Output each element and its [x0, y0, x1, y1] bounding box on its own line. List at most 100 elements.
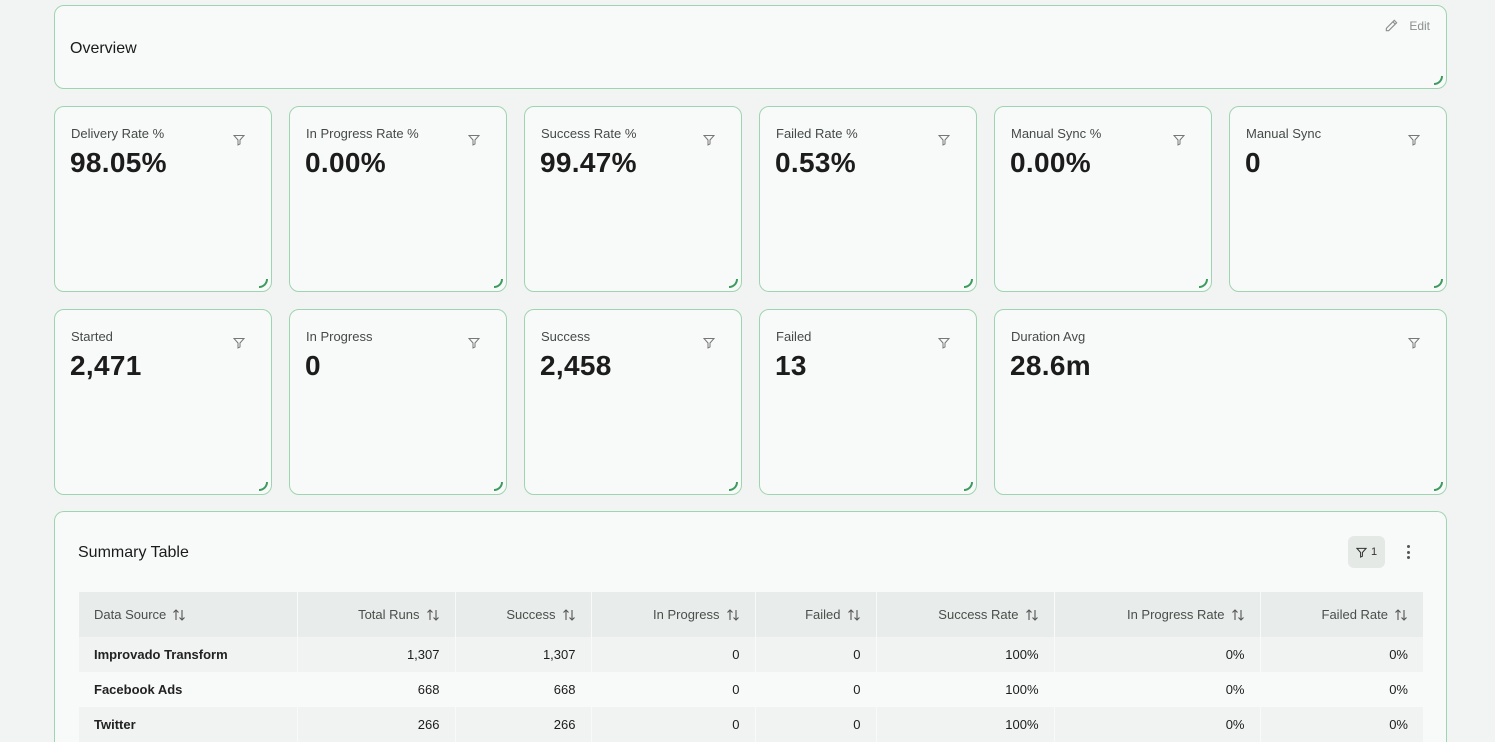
column-header-in-progress[interactable]: In Progress: [591, 592, 756, 637]
resize-handle[interactable]: [259, 279, 268, 288]
column-label: In Progress Rate: [1126, 606, 1225, 622]
column-label: Total Runs: [358, 606, 420, 622]
table-row[interactable]: Facebook Ads 668 668 0 0 100% 0% 0%: [79, 672, 1424, 707]
column-header-failed[interactable]: Failed: [755, 592, 877, 637]
cell-failed: 0: [755, 707, 877, 742]
cell-data-source: Twitter: [79, 707, 298, 742]
metric-card-manual-sync: Manual Sync 0: [1229, 106, 1447, 292]
table-header-row: Data Source Total Runs Success In Progre…: [79, 592, 1424, 637]
filter-icon[interactable]: [1408, 134, 1420, 146]
filter-icon[interactable]: [1173, 134, 1185, 146]
resize-handle[interactable]: [964, 279, 973, 288]
resize-handle[interactable]: [1199, 279, 1208, 288]
overview-title: Overview: [70, 40, 137, 57]
sort-arrows-icon[interactable]: [1231, 608, 1245, 622]
more-vertical-icon[interactable]: [1400, 542, 1416, 562]
filter-icon[interactable]: [468, 134, 480, 146]
metric-label: Failed Rate %: [776, 126, 858, 141]
cell-data-source: Facebook Ads: [79, 672, 298, 707]
metric-label: Manual Sync %: [1011, 126, 1102, 141]
metric-value: 2,471: [70, 350, 142, 381]
metric-card-failed-rate: Failed Rate % 0.53%: [759, 106, 977, 292]
column-label: Success Rate: [938, 606, 1019, 622]
resize-handle[interactable]: [964, 482, 973, 491]
metric-label: Duration Avg: [1011, 329, 1086, 344]
summary-table: Data Source Total Runs Success In Progre…: [79, 592, 1424, 742]
column-label: Failed: [805, 606, 841, 622]
metric-card-delivery-rate: Delivery Rate % 98.05%: [54, 106, 272, 292]
cell-in-progress-rate: 0%: [1054, 672, 1261, 707]
resize-handle[interactable]: [729, 279, 738, 288]
filter-count: 1: [1370, 546, 1378, 558]
column-header-in-progress-rate[interactable]: In Progress Rate: [1054, 592, 1261, 637]
column-header-failed-rate[interactable]: Failed Rate: [1260, 592, 1424, 637]
filter-icon[interactable]: [1408, 337, 1420, 349]
filter-icon[interactable]: [468, 337, 480, 349]
cell-success: 1,307: [455, 637, 592, 672]
column-header-success[interactable]: Success: [455, 592, 592, 637]
column-header-data-source[interactable]: Data Source: [79, 592, 298, 637]
sort-arrows-icon[interactable]: [172, 608, 186, 622]
metric-label: Success: [541, 329, 591, 344]
table-filter-button[interactable]: 1: [1348, 536, 1385, 568]
table-row[interactable]: Twitter 266 266 0 0 100% 0% 0%: [79, 707, 1424, 742]
resize-handle[interactable]: [1434, 76, 1443, 85]
overview-card: Overview Edit: [54, 5, 1447, 89]
table-row[interactable]: Improvado Transform 1,307 1,307 0 0 100%…: [79, 637, 1424, 672]
edit-button[interactable]: Edit: [1384, 18, 1430, 33]
resize-handle[interactable]: [494, 279, 503, 288]
column-label: Data Source: [94, 606, 167, 622]
metric-label: Started: [71, 329, 113, 344]
resize-handle[interactable]: [494, 482, 503, 491]
cell-success: 668: [455, 672, 592, 707]
cell-success-rate: 100%: [876, 707, 1055, 742]
metric-card-failed: Failed 13: [759, 309, 977, 495]
resize-handle[interactable]: [1434, 482, 1443, 491]
cell-in-progress: 0: [591, 707, 756, 742]
metric-value: 99.47%: [540, 147, 637, 178]
resize-handle[interactable]: [729, 482, 738, 491]
sort-arrows-icon[interactable]: [726, 608, 740, 622]
cell-total-runs: 668: [297, 672, 456, 707]
metric-label: Success Rate %: [541, 126, 637, 141]
sort-arrows-icon[interactable]: [1025, 608, 1039, 622]
metric-label: Failed: [776, 329, 812, 344]
cell-total-runs: 266: [297, 707, 456, 742]
cell-failed: 0: [755, 637, 877, 672]
column-label: Success: [506, 606, 556, 622]
sort-arrows-icon[interactable]: [1394, 608, 1408, 622]
filter-icon[interactable]: [233, 337, 245, 349]
resize-handle[interactable]: [259, 482, 268, 491]
metric-label: In Progress Rate %: [306, 126, 419, 141]
metric-card-started: Started 2,471: [54, 309, 272, 495]
filter-icon[interactable]: [938, 134, 950, 146]
filter-icon[interactable]: [938, 337, 950, 349]
resize-handle[interactable]: [1434, 279, 1443, 288]
column-label: Failed Rate: [1321, 606, 1388, 622]
column-header-total-runs[interactable]: Total Runs: [297, 592, 456, 637]
sort-arrows-icon[interactable]: [562, 608, 576, 622]
cell-success-rate: 100%: [876, 672, 1055, 707]
metric-value: 0.00%: [305, 147, 386, 178]
metric-card-success-rate: Success Rate % 99.47%: [524, 106, 742, 292]
cell-failed: 0: [755, 672, 877, 707]
cell-success-rate: 100%: [876, 637, 1055, 672]
filter-icon[interactable]: [233, 134, 245, 146]
metric-card-in-progress-rate: In Progress Rate % 0.00%: [289, 106, 507, 292]
metric-value: 28.6m: [1010, 350, 1091, 381]
metric-value: 0: [305, 350, 321, 381]
sort-arrows-icon[interactable]: [426, 608, 440, 622]
edit-label: Edit: [1409, 18, 1430, 33]
metric-card-manual-sync-rate: Manual Sync % 0.00%: [994, 106, 1212, 292]
filter-icon: [1355, 547, 1367, 558]
metric-label: Manual Sync: [1246, 126, 1322, 141]
column-header-success-rate[interactable]: Success Rate: [876, 592, 1055, 637]
cell-in-progress-rate: 0%: [1054, 637, 1261, 672]
metric-value: 13: [775, 350, 807, 381]
metric-value: 0.53%: [775, 147, 856, 178]
filter-icon[interactable]: [703, 134, 715, 146]
filter-icon[interactable]: [703, 337, 715, 349]
cell-in-progress-rate: 0%: [1054, 707, 1261, 742]
metric-value: 0: [1245, 147, 1261, 178]
sort-arrows-icon[interactable]: [847, 608, 861, 622]
